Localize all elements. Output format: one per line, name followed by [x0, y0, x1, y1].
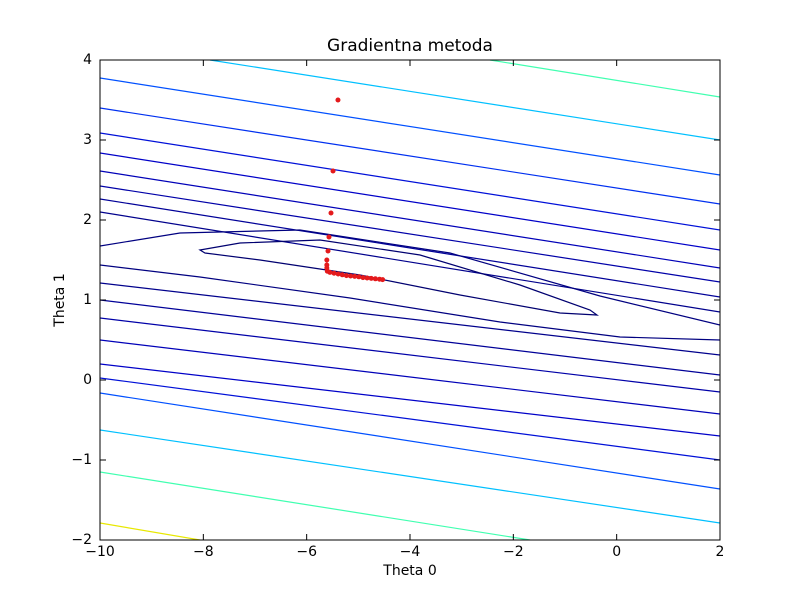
descent-point — [380, 277, 386, 283]
descent-point — [328, 210, 334, 216]
contour-line — [100, 317, 720, 393]
x-tick-label: −6 — [296, 544, 317, 560]
descent-point — [356, 274, 362, 280]
y-axis-label: Theta 1 — [52, 273, 68, 327]
descent-point — [352, 273, 358, 279]
y-tick-label: 0 — [83, 372, 92, 388]
contour-line — [100, 198, 720, 298]
x-tick-label: 0 — [612, 544, 621, 560]
descent-point — [339, 272, 345, 278]
y-tick-label: −1 — [71, 452, 92, 468]
y-tick-label: 2 — [83, 212, 92, 228]
contour-line — [489, 60, 720, 98]
y-tick-label: −2 — [71, 532, 92, 548]
x-tick-label: −4 — [400, 544, 421, 560]
descent-point — [364, 275, 370, 281]
contour-line — [100, 429, 720, 524]
descent-point — [326, 234, 332, 240]
x-tick-label: −10 — [85, 544, 115, 560]
descent-point — [327, 269, 333, 275]
contour-line — [100, 392, 720, 490]
contour-line — [100, 107, 720, 205]
contour-line — [100, 264, 720, 341]
contour-line — [100, 211, 720, 313]
y-tick-label: 4 — [83, 52, 92, 68]
x-tick-label: 2 — [716, 544, 725, 560]
descent-point — [360, 275, 366, 281]
descent-point — [324, 257, 330, 263]
contour-line — [100, 339, 720, 415]
contour-line — [100, 229, 720, 326]
y-tick-label: 1 — [83, 292, 92, 308]
chart-title: Gradientna metoda — [327, 36, 493, 56]
contour-line — [100, 522, 201, 540]
contour-line — [100, 471, 531, 540]
contour-line — [100, 377, 720, 461]
contour-line — [209, 60, 720, 141]
descent-point — [330, 168, 336, 174]
descent-point — [325, 248, 331, 254]
descent-point — [335, 97, 341, 103]
contour-line — [100, 170, 720, 269]
y-tick-label: 3 — [83, 132, 92, 148]
descent-point — [368, 275, 374, 281]
descent-point — [372, 276, 378, 282]
contour-line — [100, 77, 720, 176]
descent-point — [331, 270, 337, 276]
contour-line — [100, 152, 720, 251]
contour-line — [100, 363, 720, 437]
contour-line — [100, 282, 720, 356]
x-axis-label: Theta 0 — [382, 563, 436, 579]
contour-line — [198, 239, 600, 316]
contour-line — [100, 185, 720, 283]
x-tick-label: −8 — [193, 544, 214, 560]
x-tick-label: −2 — [503, 544, 524, 560]
descent-point — [335, 271, 341, 277]
plot-area — [100, 60, 720, 540]
contour-line — [100, 132, 720, 231]
descent-point — [343, 273, 349, 279]
descent-point — [348, 273, 354, 279]
contour-line — [100, 299, 720, 376]
